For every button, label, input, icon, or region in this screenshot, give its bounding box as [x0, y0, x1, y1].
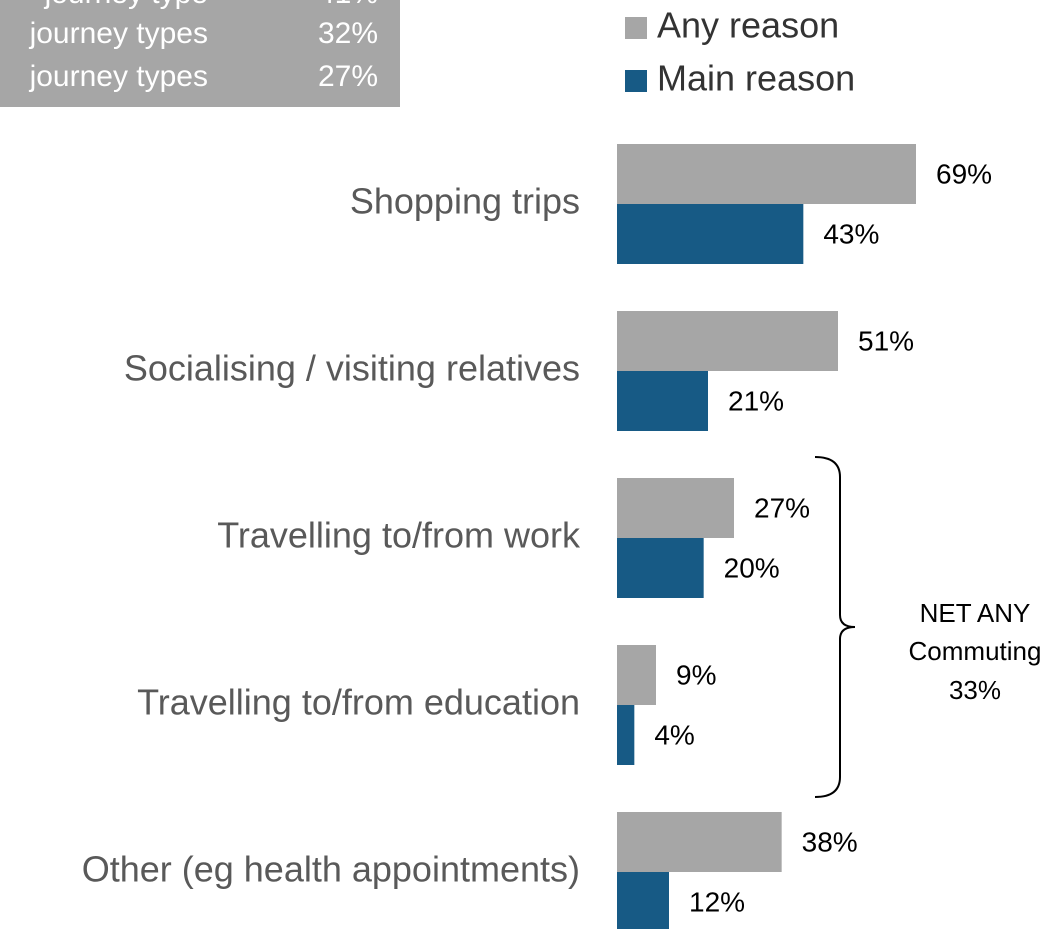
data-label: 51% [858, 325, 914, 356]
bar [617, 144, 916, 204]
legend-swatch [625, 70, 647, 92]
category-label: Travelling to/from work [217, 515, 581, 556]
data-label: 27% [754, 492, 810, 523]
data-label: 20% [724, 552, 780, 583]
inset-label: journey types [29, 17, 208, 50]
category-label: Travelling to/from education [137, 682, 580, 723]
bar [617, 204, 804, 264]
data-label: 69% [936, 158, 992, 189]
bar [617, 311, 838, 371]
bar [617, 478, 734, 538]
inset-value: 41% [318, 0, 378, 10]
inset-value: 27% [318, 60, 378, 93]
bar [617, 538, 704, 598]
inset-label: journey types [29, 60, 208, 93]
data-label: 9% [676, 659, 716, 690]
bar [617, 705, 635, 765]
inset-label: journey type [44, 0, 208, 10]
annotation-value: 33% [949, 675, 1001, 705]
brace [814, 456, 856, 798]
inset-value: 32% [318, 17, 378, 50]
category-label: Other (eg health appointments) [82, 849, 580, 890]
data-label: 4% [654, 719, 694, 750]
annotation-text: Commuting [909, 636, 1042, 666]
bar [617, 371, 708, 431]
legend-label: Any reason [657, 5, 839, 46]
data-label: 43% [823, 218, 879, 249]
category-label: Shopping trips [350, 181, 580, 222]
data-label: 38% [802, 826, 858, 857]
bar [617, 645, 656, 705]
legend-label: Main reason [657, 58, 855, 99]
legend-swatch [625, 17, 647, 39]
bar [617, 812, 782, 872]
inset-box [0, 0, 400, 107]
data-label: 12% [689, 886, 745, 917]
bar [617, 872, 669, 929]
data-label: 21% [728, 385, 784, 416]
category-label: Socialising / visiting relatives [124, 348, 580, 389]
annotation-text: NET ANY [920, 598, 1031, 628]
